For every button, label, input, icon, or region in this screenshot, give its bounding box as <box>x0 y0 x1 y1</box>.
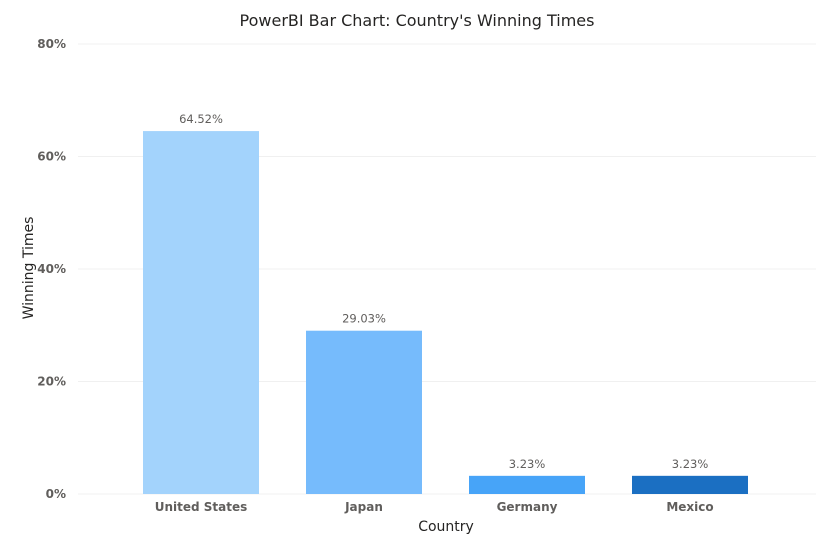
data-label: 3.23% <box>509 457 546 471</box>
y-tick-label: 60% <box>37 150 66 164</box>
bar[interactable] <box>469 475 585 494</box>
x-tick-label: Germany <box>497 500 558 514</box>
y-tick-label: 0% <box>46 487 66 501</box>
x-tick-label: Japan <box>344 500 383 514</box>
data-label: 64.52% <box>179 112 223 126</box>
data-labels: 64.52% 29.03% 3.23% 3.23% <box>179 112 708 471</box>
bar[interactable] <box>143 131 259 494</box>
data-label: 3.23% <box>672 457 709 471</box>
bar[interactable] <box>306 330 422 494</box>
y-axis-label: Winning Times <box>21 217 37 320</box>
y-tick-label: 80% <box>37 37 66 51</box>
x-axis: United States Japan Germany Mexico <box>155 500 714 514</box>
data-label: 29.03% <box>342 312 386 326</box>
y-tick-label: 20% <box>37 375 66 389</box>
y-tick-label: 40% <box>37 262 66 276</box>
bars <box>143 131 748 494</box>
y-axis: 0% 20% 40% 60% 80% <box>37 37 66 501</box>
x-tick-label: United States <box>155 500 248 514</box>
bar[interactable] <box>632 475 748 494</box>
chart-title: PowerBI Bar Chart: Country's Winning Tim… <box>240 11 595 30</box>
x-tick-label: Mexico <box>666 500 713 514</box>
x-axis-label: Country <box>418 519 474 535</box>
